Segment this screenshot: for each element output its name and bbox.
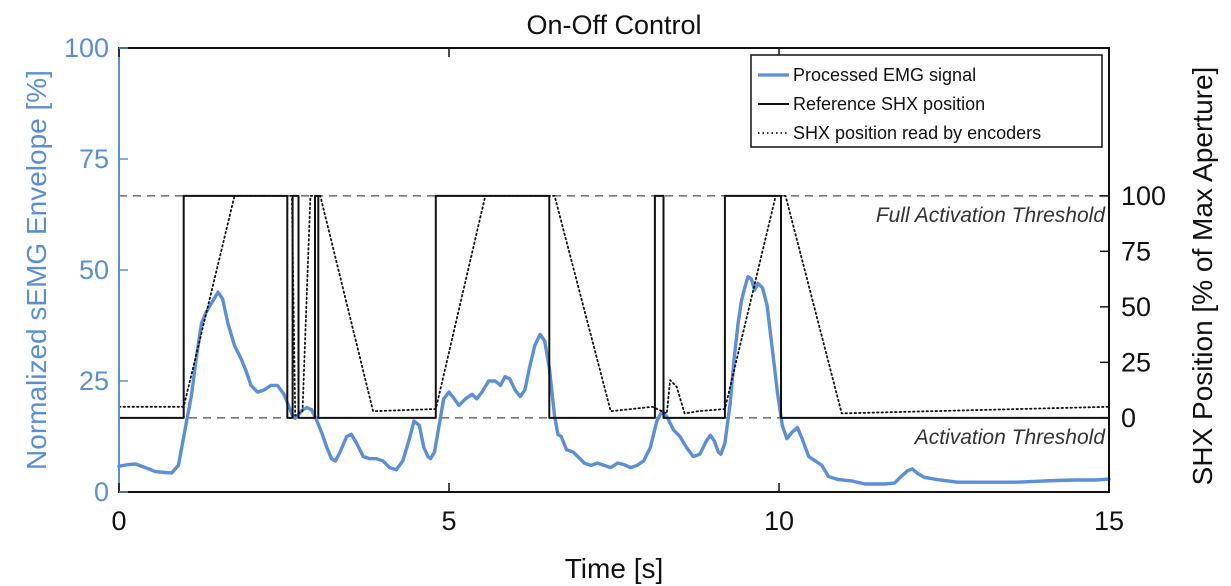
y-left-tick-label: 50 bbox=[79, 255, 109, 285]
threshold-label: Activation Threshold bbox=[913, 426, 1107, 449]
x-tick-label: 0 bbox=[111, 506, 126, 536]
legend-label: SHX position read by encoders bbox=[793, 123, 1041, 143]
y-axis-right-label: SHX Position [% of Max Aperture] bbox=[1187, 67, 1218, 486]
y-left-tick-label: 25 bbox=[79, 366, 109, 396]
x-axis-label: Time [s] bbox=[565, 553, 664, 584]
x-tick-label: 5 bbox=[441, 506, 456, 536]
threshold-label: Full Activation Threshold bbox=[876, 204, 1106, 227]
legend: Processed EMG signal Reference SHX positi… bbox=[750, 54, 1103, 148]
y-axis-left-label: Normalized sEMG Envelope [%] bbox=[21, 70, 52, 470]
y-right-tick-label: 75 bbox=[1121, 236, 1151, 266]
series-line-2 bbox=[118, 195, 1110, 417]
y-right-tick-label: 25 bbox=[1121, 347, 1151, 377]
y-left-tick-label: 100 bbox=[64, 33, 109, 63]
x-tick-label: 15 bbox=[1094, 506, 1124, 536]
y-left-tick-label: 0 bbox=[94, 477, 109, 507]
y-right-tick-label: 100 bbox=[1121, 181, 1166, 211]
y-left-tick-label: 75 bbox=[79, 144, 109, 174]
series-line-1 bbox=[118, 194, 1110, 419]
chart-title: On-Off Control bbox=[526, 10, 701, 40]
legend-label: Processed EMG signal bbox=[793, 65, 976, 85]
legend-box bbox=[750, 54, 1103, 148]
series-line-0 bbox=[117, 275, 1111, 486]
y-right-tick-label: 0 bbox=[1121, 403, 1136, 433]
y-right-tick-label: 50 bbox=[1121, 292, 1151, 322]
x-tick-label: 10 bbox=[764, 506, 794, 536]
legend-label: Reference SHX position bbox=[793, 94, 985, 114]
